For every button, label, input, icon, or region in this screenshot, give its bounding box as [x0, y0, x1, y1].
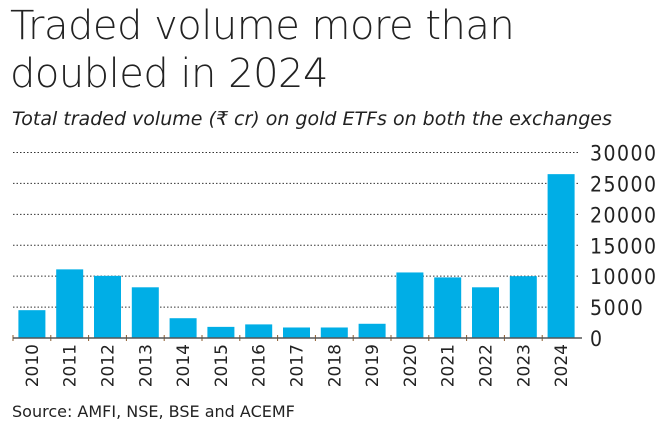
bar	[283, 327, 310, 338]
x-tick-label: 2011	[61, 344, 81, 387]
bar	[18, 310, 46, 338]
x-tick-label: 2010	[23, 344, 43, 387]
y-tick-label: 20000	[590, 203, 656, 227]
y-tick-label: 0	[590, 327, 602, 351]
chart-source: Source: AMFI, NSE, BSE and ACEMF	[12, 402, 295, 421]
y-tick-label: 30000	[590, 142, 656, 166]
chart-subtitle: Total traded volume (₹ cr) on gold ETFs …	[12, 108, 612, 130]
bar	[396, 272, 424, 338]
y-tick-label: 15000	[590, 234, 656, 258]
bar	[358, 323, 386, 338]
x-tick-label: 2016	[250, 344, 270, 387]
bar	[547, 174, 575, 338]
x-tick-label: 2021	[439, 344, 459, 387]
x-tick-label: 2012	[99, 344, 119, 387]
x-tick-label: 2013	[136, 344, 156, 387]
bar	[207, 326, 235, 338]
x-tick-label: 2018	[325, 344, 345, 387]
x-tick-label: 2015	[212, 344, 232, 387]
bar	[169, 318, 197, 338]
bar	[131, 287, 159, 338]
bar	[434, 277, 462, 338]
x-tick-label: 2017	[288, 344, 308, 387]
chart-title: Traded volume more than doubled in 2024	[10, 3, 515, 97]
x-tick-label: 2023	[514, 344, 534, 387]
x-tick-label: 2019	[363, 344, 383, 387]
x-tick-label: 2024	[552, 344, 572, 387]
x-tick-label: 2020	[401, 344, 421, 387]
bar	[472, 287, 499, 338]
y-tick-label: 25000	[590, 172, 656, 196]
y-tick-label: 10000	[590, 265, 656, 289]
bar	[245, 324, 273, 338]
bar	[56, 269, 84, 338]
x-tick-label: 2014	[174, 344, 194, 387]
bar	[509, 276, 537, 338]
x-tick-label: 2022	[477, 344, 497, 387]
bar	[320, 327, 348, 338]
y-tick-label: 5000	[590, 296, 643, 320]
bar	[94, 275, 121, 338]
